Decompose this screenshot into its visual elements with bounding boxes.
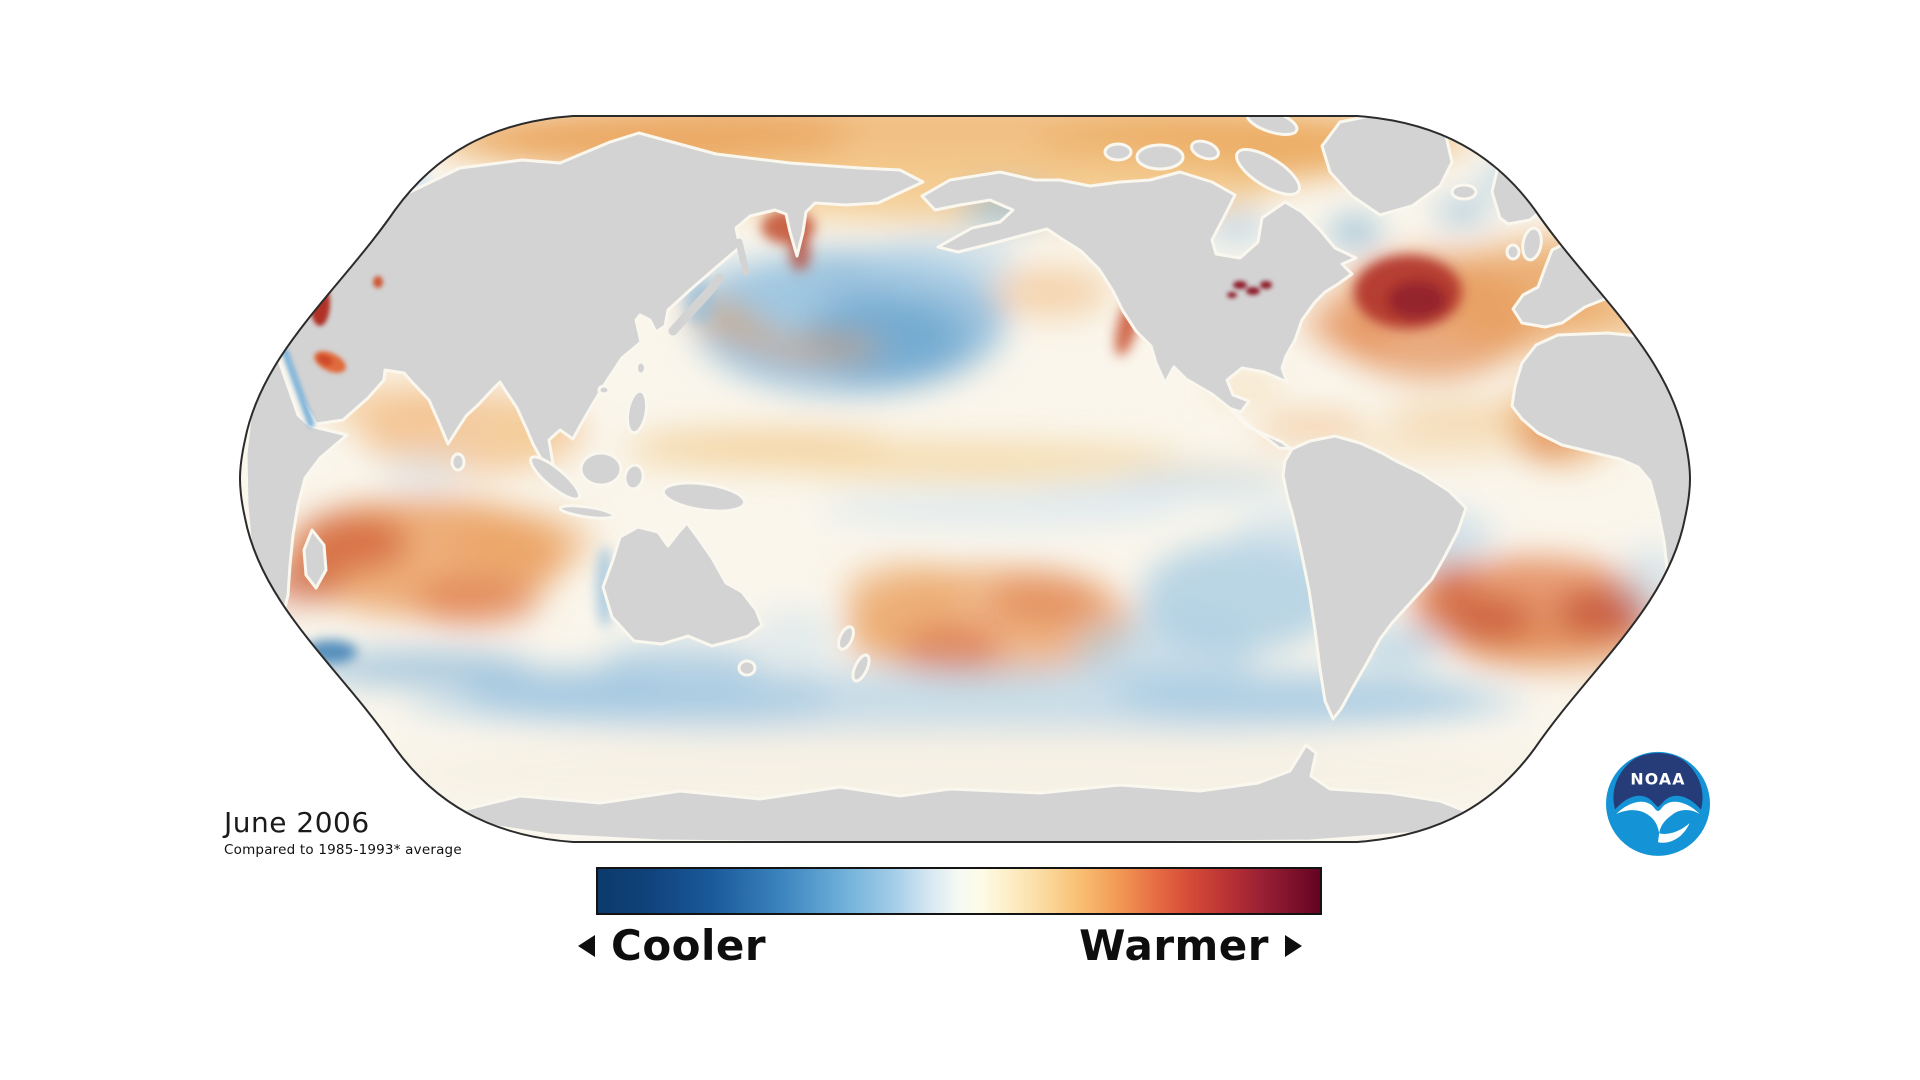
projection-outline xyxy=(238,115,1692,843)
land-victoria-island xyxy=(1135,143,1185,171)
noaa-logo-sky-shape xyxy=(1613,753,1703,810)
land-south-america xyxy=(1281,434,1468,721)
land-iceland xyxy=(1450,183,1478,201)
land-new-zealand-north xyxy=(837,625,855,651)
land-antarctica xyxy=(453,743,1480,842)
land-east-africa xyxy=(244,350,349,622)
land-australia xyxy=(601,521,764,648)
land-java xyxy=(558,504,616,520)
noaa-logo-text: NOAA xyxy=(1630,770,1685,789)
temperature-colorbar xyxy=(596,867,1322,915)
map-baseline-note: Compared to 1985-1993* average xyxy=(224,842,462,858)
land-taiwan xyxy=(635,360,647,376)
land-eurasia xyxy=(250,131,925,472)
noaa-logo: NOAA xyxy=(1601,744,1715,857)
map-date-label: June 2006 xyxy=(224,806,370,839)
land-sumatra xyxy=(529,455,581,501)
land-baffin-island xyxy=(1235,148,1301,196)
land-madagascar xyxy=(302,528,328,590)
legend-row: Cooler Warmer xyxy=(0,921,1920,971)
land-japan xyxy=(668,273,724,336)
land-north-america xyxy=(920,170,1358,451)
warmer-label: Warmer xyxy=(1079,921,1269,970)
noaa-logo-bird-icon xyxy=(1616,801,1700,843)
land-banks-island xyxy=(1103,142,1133,162)
land-philippines xyxy=(625,389,649,435)
land-tasmania xyxy=(737,659,757,677)
land-new-zealand-south xyxy=(851,653,871,683)
land-sakhalin xyxy=(735,238,750,276)
ocean-anomaly-blobs xyxy=(261,116,1683,814)
cooler-arrow-icon xyxy=(578,935,595,957)
cooler-legend: Cooler xyxy=(578,921,766,971)
land-arctic-island xyxy=(1190,139,1220,161)
land-hainan xyxy=(597,384,611,396)
land-ireland xyxy=(1505,243,1521,261)
cooler-label: Cooler xyxy=(611,921,767,970)
warmer-arrow-icon xyxy=(1285,935,1302,957)
land-britain xyxy=(1521,226,1543,262)
land-svalbard xyxy=(1496,116,1520,131)
land-sulawesi xyxy=(623,463,645,491)
warmer-legend: Warmer xyxy=(1079,921,1302,971)
land-borneo xyxy=(579,451,623,487)
land-scandinavia xyxy=(1490,138,1574,226)
map-clipped-content xyxy=(240,116,1690,842)
land-sri-lanka xyxy=(450,452,466,472)
date-block: June 2006 Compared to 1985-1993* average xyxy=(224,806,462,858)
land-new-guinea xyxy=(661,481,747,513)
land-greenland xyxy=(1320,116,1454,217)
land-ellesmere-island xyxy=(1245,116,1299,136)
